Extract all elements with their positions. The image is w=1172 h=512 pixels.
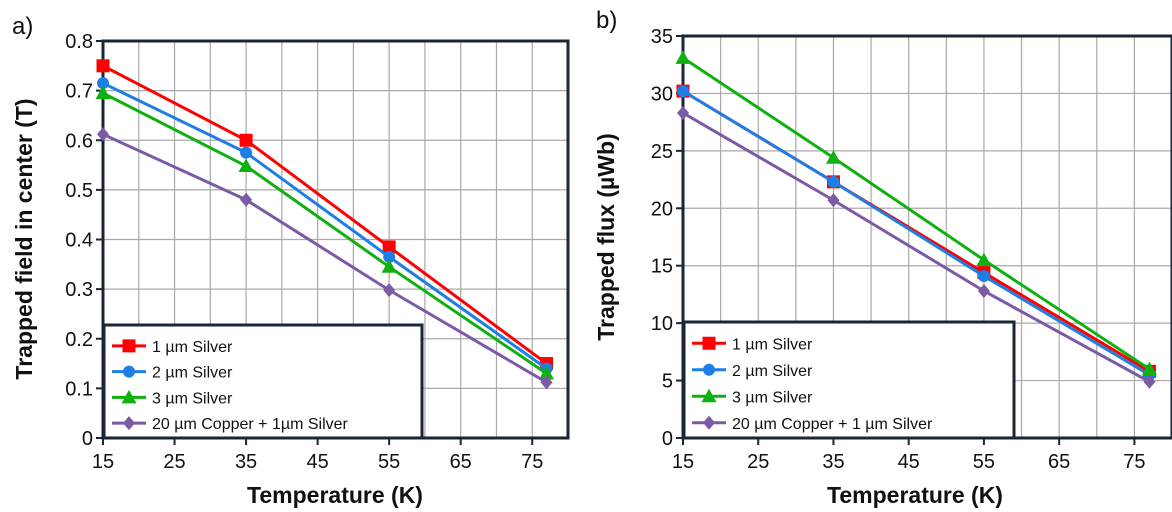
data-point-marker — [95, 85, 111, 100]
data-point-marker — [96, 59, 110, 73]
y-tick-label: 0.3 — [65, 279, 93, 301]
y-tick-label: 30 — [651, 83, 673, 105]
data-point-marker — [1141, 361, 1157, 376]
x-tick-label: 15 — [672, 451, 694, 473]
data-point-marker — [825, 150, 841, 164]
series-line-4 — [682, 111, 1151, 384]
legend-marker-4 — [123, 416, 135, 431]
x-tick-label: 45 — [306, 451, 328, 473]
chart-panel-b: 15 25 35 45 55 65 75 0 5 10 15 20 25 30 35 Temperature … — [593, 7, 1172, 508]
data-point-marker — [976, 252, 992, 266]
y-tick-label: 0.1 — [65, 378, 93, 400]
y-tick-label: 0 — [82, 428, 93, 450]
legend-box — [102, 323, 424, 440]
legend-label-1: 1 µm Silver — [152, 339, 233, 356]
data-point-marker — [540, 375, 553, 390]
y-tick-label: 25 — [651, 141, 673, 163]
chart-panel-a: 15 25 35 45 55 65 75 0 0.1 0.2 0.3 0.4 0.5 0.6 0.7 0.8 T… — [11, 13, 570, 508]
legend-label-4: 20 µm Copper + 1µm Silver — [152, 416, 349, 433]
y-tick-label: 15 — [651, 256, 673, 278]
data-point-marker — [677, 105, 689, 120]
x-tick-label: 65 — [1048, 451, 1070, 473]
y-tick-label: 0.7 — [65, 81, 93, 103]
data-point-marker — [382, 240, 396, 254]
x-tick-label: 35 — [822, 451, 844, 473]
legend-label-2: 2 µm Silver — [152, 365, 233, 382]
data-point-marker — [675, 50, 691, 64]
legend-label-3: 3 µm Silver — [732, 389, 813, 406]
x-axis-title: Temperature (K) — [827, 482, 1003, 508]
series-line-4 — [102, 132, 548, 384]
data-point-marker — [539, 365, 555, 380]
y-tick-label: 20 — [651, 198, 673, 220]
x-tick-label: 75 — [521, 451, 543, 473]
x-tick-label: 35 — [235, 451, 257, 473]
data-point-marker — [677, 85, 689, 98]
data-point-marker — [383, 250, 396, 263]
series-line-3 — [682, 56, 1151, 371]
legend-marker-1 — [702, 336, 716, 350]
x-tick-label: 55 — [378, 451, 400, 473]
legend-marker-1 — [122, 339, 136, 353]
data-point-marker — [240, 146, 253, 159]
panel-label: a) — [12, 13, 33, 40]
x-tick-label: 25 — [163, 451, 185, 473]
y-axis-title: Trapped field in center (T) — [11, 98, 37, 379]
legend-label-4: 20 µm Copper + 1 µm Silver — [732, 416, 933, 433]
data-point-marker — [827, 175, 840, 188]
legend-marker-3 — [121, 389, 137, 404]
x-tick-label: 25 — [747, 451, 769, 473]
y-tick-label: 0.4 — [65, 230, 93, 252]
x-tick-label: 75 — [1123, 451, 1145, 473]
x-tick-label: 65 — [450, 451, 472, 473]
data-point-marker — [381, 259, 397, 273]
x-tick-label: 55 — [973, 451, 995, 473]
data-point-marker — [97, 77, 109, 90]
data-point-marker — [977, 270, 990, 283]
legend-marker-3 — [701, 388, 717, 403]
legend-marker-2 — [703, 363, 715, 376]
y-tick-label: 0.6 — [65, 130, 93, 152]
panel-label: b) — [596, 7, 617, 34]
y-axis-title: Trapped flux (µWb) — [593, 133, 619, 340]
data-point-marker — [238, 158, 254, 173]
data-point-marker — [1143, 374, 1156, 389]
y-tick-label: 0 — [662, 428, 673, 450]
legend-label-1: 1 µm Silver — [732, 336, 813, 353]
data-point-marker — [383, 283, 396, 298]
y-tick-label: 0.8 — [65, 31, 93, 53]
data-point-marker — [240, 192, 253, 207]
legend-marker-4 — [703, 415, 715, 430]
y-tick-label: 35 — [651, 26, 673, 48]
y-tick-label: 10 — [651, 313, 673, 335]
x-tick-label: 45 — [898, 451, 920, 473]
series-line-2 — [682, 89, 1151, 377]
y-tick-label: 0.2 — [65, 329, 93, 351]
legend-label-2: 2 µm Silver — [732, 363, 813, 380]
y-tick-label: 5 — [662, 371, 673, 393]
series-line-1 — [102, 64, 548, 365]
data-point-marker — [827, 193, 840, 208]
y-tick-label: 0.5 — [65, 180, 93, 202]
data-point-marker — [977, 283, 990, 298]
series-line-2 — [102, 81, 548, 370]
legend-marker-2 — [123, 365, 135, 378]
legend-box — [682, 320, 1016, 440]
legend-label-3: 3 µm Silver — [152, 390, 233, 407]
data-point-marker — [97, 127, 109, 142]
x-axis-title: Temperature (K) — [247, 482, 423, 508]
series-line-3 — [102, 91, 548, 375]
x-tick-label: 15 — [92, 451, 114, 473]
data-point-marker — [239, 133, 253, 147]
